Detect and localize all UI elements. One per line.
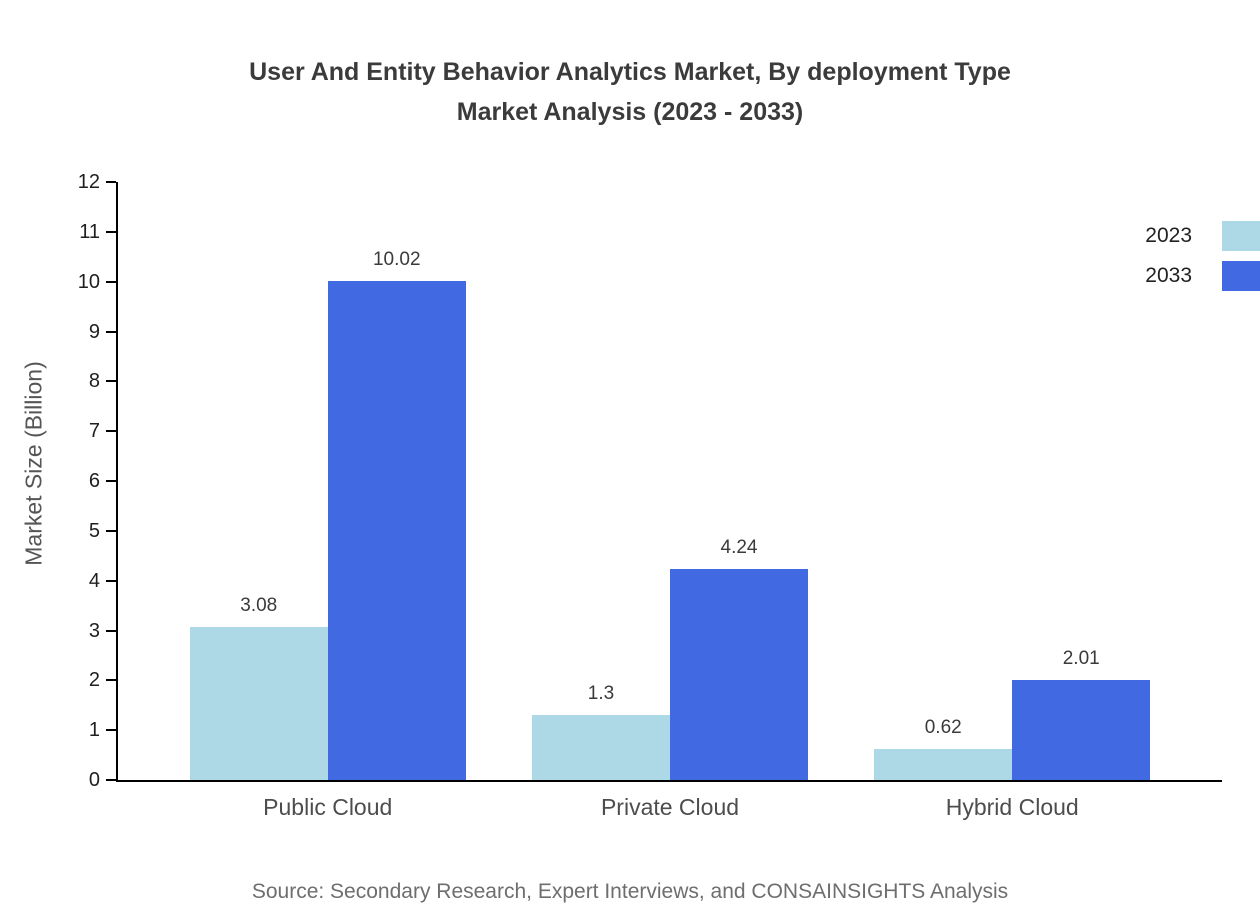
bar-value-label: 1.3 bbox=[587, 683, 615, 705]
legend-item-2023: 2023 bbox=[1145, 220, 1260, 252]
y-tick-mark bbox=[106, 679, 116, 682]
bar-2023-public-cloud bbox=[189, 626, 328, 780]
y-tick-label: 8 bbox=[88, 370, 100, 393]
bar-2033-private-cloud bbox=[670, 568, 808, 780]
y-tick-mark bbox=[106, 230, 116, 233]
legend-label-2023: 2023 bbox=[1145, 224, 1192, 247]
y-tick-label: 4 bbox=[88, 569, 100, 592]
plot-area: 0 1 2 3 4 5 6 7 8 9 10 11 12 3.08 10.02 Public Cloud 1.3… bbox=[78, 171, 1222, 820]
y-tick-label: 5 bbox=[88, 519, 100, 542]
bar-value-label: 3.08 bbox=[240, 594, 278, 616]
chart-title: User And Entity Behavior Analytics Marke… bbox=[0, 52, 1260, 132]
y-tick-label: 7 bbox=[88, 420, 100, 443]
bar-2023-hybrid-cloud bbox=[874, 749, 1013, 780]
y-tick-label: 9 bbox=[88, 320, 100, 343]
chart-title-line1: User And Entity Behavior Analytics Marke… bbox=[249, 58, 1011, 86]
y-tick-label: 0 bbox=[88, 769, 100, 791]
y-tick-label: 6 bbox=[88, 470, 100, 492]
bar-2033-hybrid-cloud bbox=[1012, 679, 1151, 780]
y-tick-mark bbox=[106, 629, 116, 632]
legend-swatch-2033 bbox=[1222, 261, 1260, 291]
y-tick-label: 2 bbox=[88, 669, 100, 692]
chart-title-line2: Market Analysis (2023 - 2033) bbox=[456, 98, 804, 126]
legend-label-2033: 2033 bbox=[1145, 264, 1192, 287]
y-tick-mark bbox=[106, 280, 116, 283]
bar-2033-public-cloud bbox=[327, 280, 466, 780]
y-tick-label: 10 bbox=[77, 270, 100, 293]
bar-value-label: 2.01 bbox=[1062, 647, 1100, 669]
y-tick-label: 3 bbox=[88, 619, 100, 642]
y-tick-mark bbox=[106, 330, 116, 333]
bar-value-label: 4.24 bbox=[720, 536, 758, 558]
y-tick-mark bbox=[106, 779, 116, 781]
x-category-label: Hybrid Cloud bbox=[945, 794, 1079, 820]
x-category-label: Public Cloud bbox=[263, 794, 393, 820]
source-note: Source: Secondary Research, Expert Inter… bbox=[251, 880, 1009, 903]
y-tick-mark bbox=[106, 380, 116, 383]
y-tick-mark bbox=[106, 729, 116, 732]
legend-item-2033: 2033 bbox=[1145, 260, 1260, 292]
y-tick-mark bbox=[106, 480, 116, 482]
y-tick-mark bbox=[106, 181, 116, 183]
legend: 2023 2033 bbox=[1145, 220, 1260, 300]
y-tick-mark bbox=[106, 529, 116, 532]
y-tick-mark bbox=[106, 579, 116, 582]
y-tick-label: 1 bbox=[88, 719, 100, 742]
bar-value-label: 0.62 bbox=[924, 717, 962, 739]
bar-value-label: 10.02 bbox=[372, 248, 421, 270]
legend-swatch-2023 bbox=[1222, 221, 1260, 251]
y-tick-label: 11 bbox=[79, 220, 100, 243]
x-category-label: Private Cloud bbox=[600, 794, 740, 820]
y-tick-mark bbox=[106, 430, 116, 433]
bar-2023-private-cloud bbox=[532, 715, 670, 780]
y-tick-label: 12 bbox=[77, 171, 100, 193]
